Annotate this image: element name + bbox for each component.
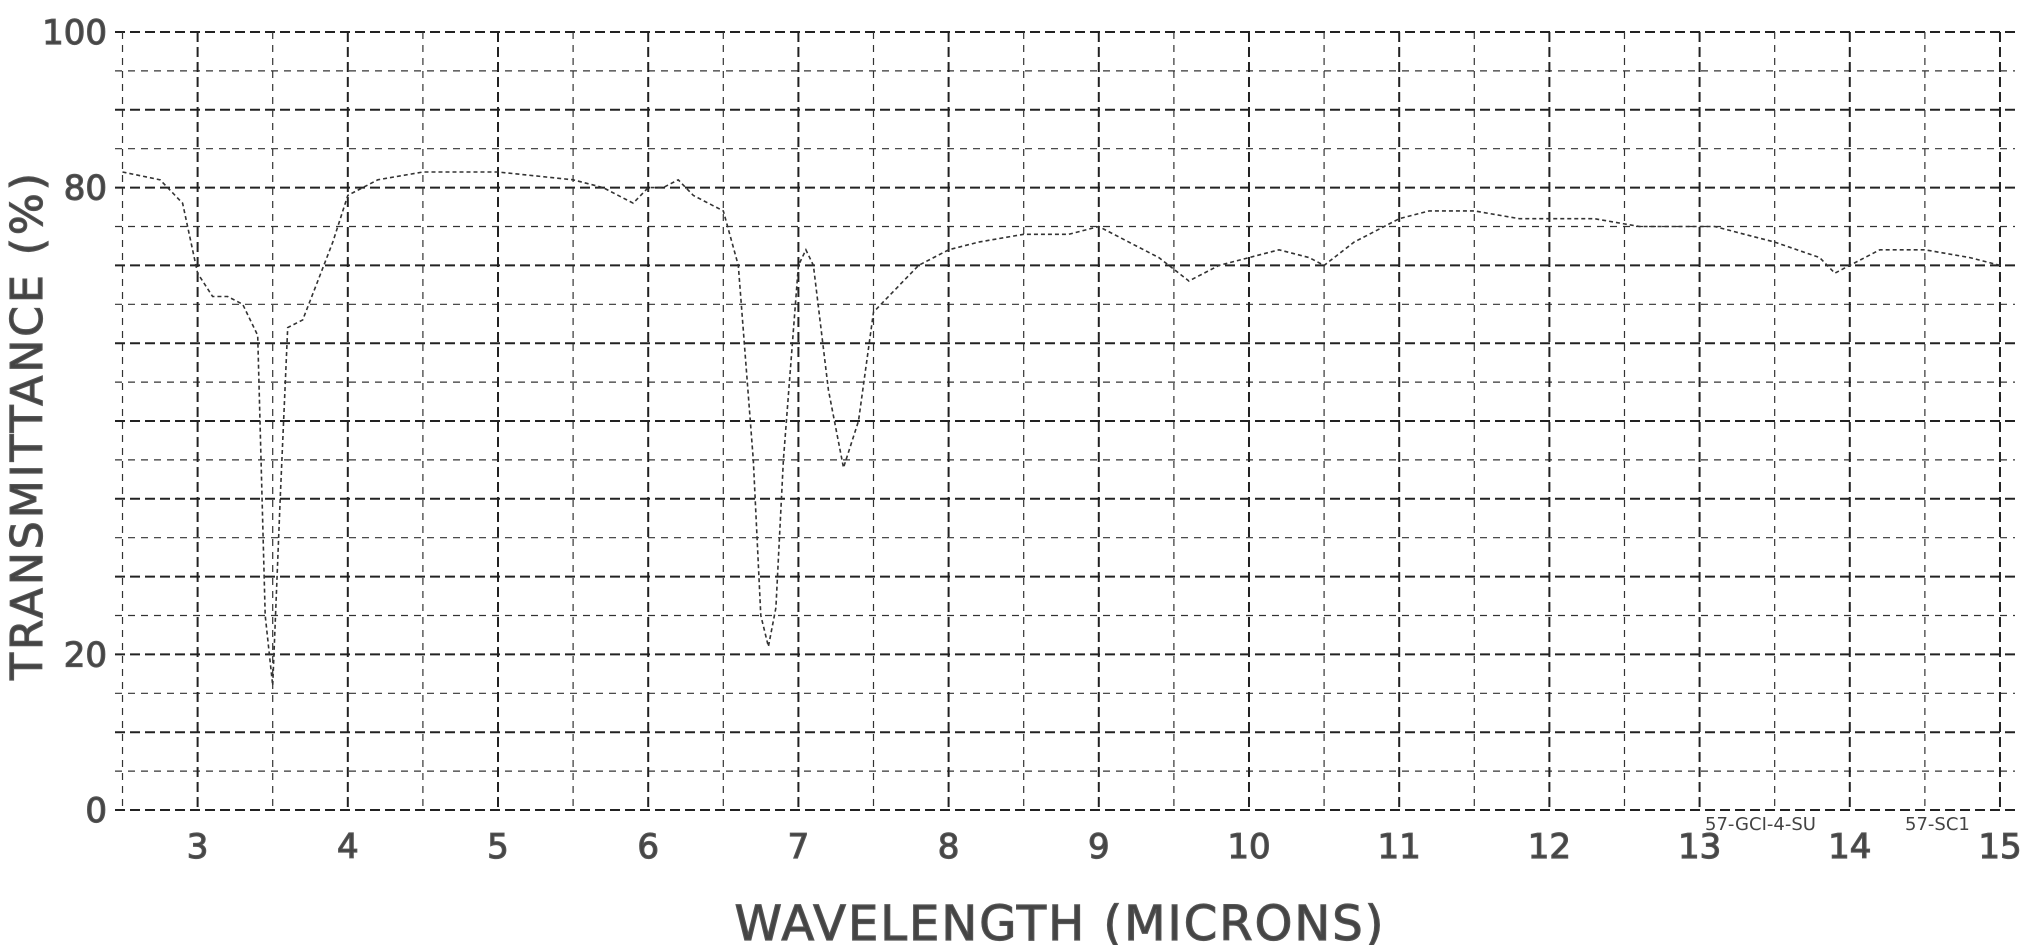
x-tick-label: 15 [1978, 827, 2021, 867]
x-tick-label: 4 [337, 827, 359, 867]
x-tick-label: 13 [1678, 827, 1721, 867]
x-tick-label: 6 [637, 827, 659, 867]
y-axis-label: TRANSMITTANCE (%) [2, 170, 53, 681]
y-tick-label: 20 [64, 635, 107, 675]
y-axis-ticks: 0 20 80 100 [41, 12, 107, 831]
transmittance-series-line [122, 171, 2001, 686]
chart-annotation-sample: 57-SC1 [1905, 814, 1970, 835]
x-tick-label: 5 [487, 827, 509, 867]
x-axis-ticks: 3 4 5 6 7 8 9 10 11 12 13 14 15 [186, 826, 2022, 867]
x-axis-label: WAVELENGTH (MICRONS) [735, 896, 1386, 945]
x-tick-label: 3 [187, 827, 209, 867]
x-tick-label: 9 [1088, 827, 1110, 867]
grid [115, 31, 2015, 811]
chart-annotation-code: 57-GCI-4-SU [1705, 814, 1816, 835]
y-tick-label: 0 [85, 791, 107, 831]
x-tick-label: 10 [1227, 827, 1270, 867]
y-tick-label: 100 [42, 13, 107, 53]
x-tick-label: 11 [1378, 827, 1421, 867]
x-tick-label: 7 [788, 827, 810, 867]
x-tick-label: 14 [1828, 827, 1871, 867]
x-tick-label: 12 [1528, 827, 1571, 867]
x-tick-label: 8 [938, 827, 960, 867]
y-tick-label: 80 [64, 169, 107, 209]
